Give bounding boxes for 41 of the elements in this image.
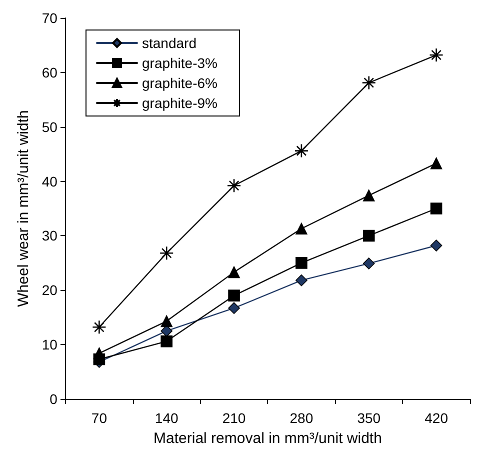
point <box>228 290 240 302</box>
x-tick-label: 350 <box>357 410 381 426</box>
legend-label: graphite-3% <box>142 55 218 71</box>
y-tick-label: 0 <box>50 391 58 407</box>
point <box>294 144 309 158</box>
x-axis-title: Material removal in mm³/unit width <box>154 430 382 447</box>
x-tick-label: 420 <box>424 410 448 426</box>
x-tick-label: 210 <box>222 410 246 426</box>
point <box>362 190 375 202</box>
point <box>160 335 173 348</box>
legend-label: graphite-6% <box>142 75 218 91</box>
point <box>228 302 240 314</box>
point <box>362 258 375 270</box>
point <box>430 240 442 252</box>
y-tick-label: 60 <box>42 64 58 80</box>
point <box>430 157 442 170</box>
x-tick-label: 280 <box>290 410 314 426</box>
point <box>296 257 308 269</box>
point <box>296 222 308 235</box>
point <box>296 274 308 286</box>
point <box>160 315 173 328</box>
y-tick-label: 70 <box>42 10 58 26</box>
point <box>429 48 444 62</box>
x-tick-label: 70 <box>91 410 108 426</box>
legend-label: standard <box>142 35 196 51</box>
point <box>362 230 375 242</box>
point <box>92 320 106 334</box>
y-tick-label: 30 <box>42 228 58 244</box>
y-tick-label: 20 <box>42 282 58 298</box>
y-tick-label: 10 <box>42 336 58 353</box>
point <box>430 202 442 214</box>
y-axis-title: Wheel wear in mm³/unit width <box>15 110 32 307</box>
y-tick-label: 40 <box>42 173 58 190</box>
point <box>362 76 376 90</box>
y-tick-label: 50 <box>42 118 58 135</box>
point <box>93 347 106 360</box>
point <box>159 246 174 260</box>
point <box>226 178 242 193</box>
point <box>228 266 240 278</box>
legend-label: graphite-9% <box>142 95 218 111</box>
x-tick-label: 140 <box>154 410 178 426</box>
